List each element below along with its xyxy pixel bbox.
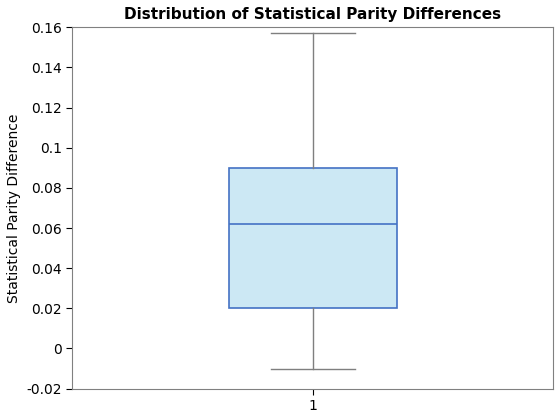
Title: Distribution of Statistical Parity Differences: Distribution of Statistical Parity Diffe… — [124, 7, 501, 22]
PathPatch shape — [228, 168, 397, 308]
Y-axis label: Statistical Parity Difference: Statistical Parity Difference — [7, 113, 21, 303]
